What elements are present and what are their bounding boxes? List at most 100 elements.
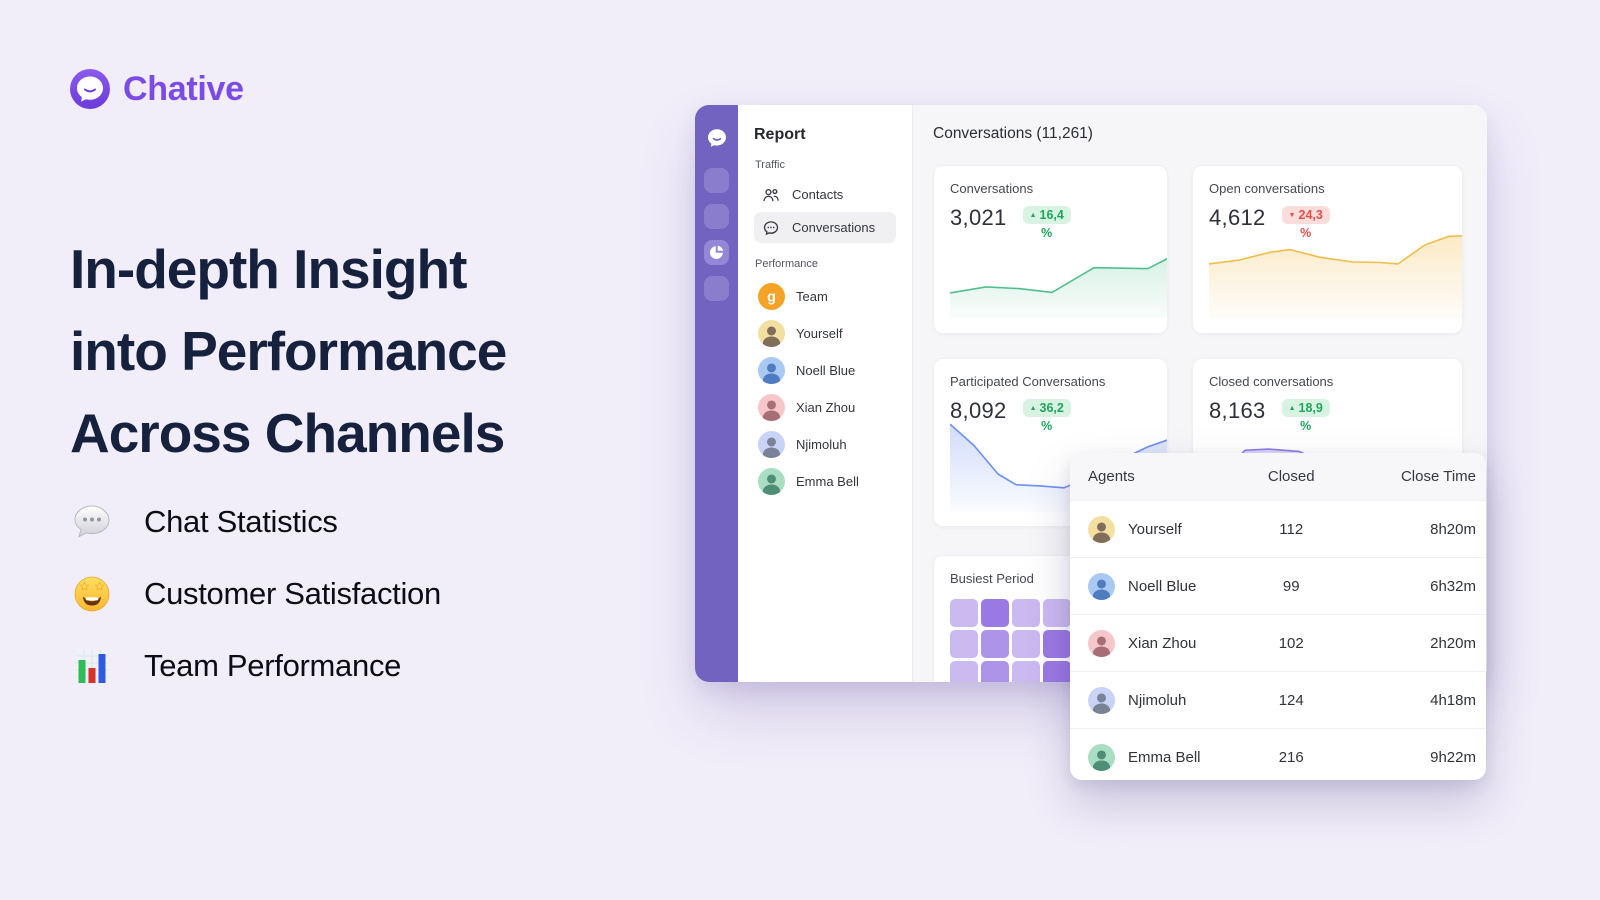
close-time: 4h18m <box>1430 691 1476 709</box>
heatmap-cell <box>1012 661 1040 682</box>
page-title: In-depth Insight into Performance Across… <box>70 228 507 474</box>
feature-customer-satisfaction: Customer Satisfaction <box>72 558 441 630</box>
heatmap-cell <box>1012 630 1040 658</box>
report-sidebar: Report Traffic Contacts Conversations P <box>738 105 913 682</box>
sidebar-item-label: Xian Zhou <box>796 400 856 415</box>
chative-bubble-icon[interactable] <box>706 127 728 154</box>
trend-arrow-icon: ▼ <box>1288 211 1296 219</box>
stat-value: 3,021 <box>950 205 1007 230</box>
sidebar-item-yourself[interactable]: Yourself <box>754 315 896 352</box>
delta-badge: ▲ 36,2 % <box>1022 399 1071 433</box>
heatmap-cell <box>981 630 1009 658</box>
feature-chat-statistics: Chat Statistics <box>72 486 441 558</box>
heatmap-cell <box>950 599 978 627</box>
delta-badge: ▼ 24,3 % <box>1281 206 1330 240</box>
area-sparkline <box>950 257 1167 319</box>
conversations-icon <box>763 220 779 235</box>
closed-count: 216 <box>1278 748 1304 766</box>
contacts-icon <box>763 188 779 201</box>
report-title: Conversations (11,261) <box>933 125 1093 142</box>
closed-count: 102 <box>1278 634 1304 652</box>
avatar <box>758 468 785 495</box>
sidebar-people: g Team Yourself Noell Blue Xian Zhou Nji… <box>754 278 896 500</box>
avatar <box>1088 743 1115 771</box>
sidebar-item-label: Contacts <box>792 187 844 202</box>
section-label-performance: Performance <box>755 258 818 270</box>
sidebar-item-team[interactable]: g Team <box>754 278 896 315</box>
heatmap-cell <box>981 661 1009 682</box>
closed-count: 99 <box>1282 577 1300 595</box>
feature-team-performance: Team Performance <box>72 630 441 702</box>
table-row: Njimoluh 124 4h18m <box>1070 671 1486 728</box>
star-struck-icon <box>72 574 112 614</box>
column-header-closed: Closed <box>1267 468 1315 485</box>
svg-text:g: g <box>767 290 776 306</box>
agent-cell: Emma Bell <box>1088 743 1230 771</box>
busiest-period-title: Busiest Period <box>950 571 1034 586</box>
table-body: Yourself 112 8h20m Noell Blue 99 6h32m X… <box>1070 500 1486 780</box>
sidebar-item-conversations[interactable]: Conversations <box>754 212 896 243</box>
nav-placeholder-2[interactable] <box>704 204 729 229</box>
speech-balloon-icon <box>72 502 112 542</box>
close-time: 8h20m <box>1430 520 1476 538</box>
stat-value: 8,163 <box>1209 398 1266 423</box>
agents-table: Agents Closed Close Time Yourself 112 8h… <box>1070 453 1486 780</box>
agent-cell: Njimoluh <box>1088 686 1230 714</box>
brand: Chative <box>70 69 244 109</box>
sidebar-item-label: Noell Blue <box>796 363 856 378</box>
agent-name: Njimoluh <box>1128 691 1187 709</box>
table-row: Yourself 112 8h20m <box>1070 500 1486 557</box>
reports-nav[interactable] <box>704 240 729 265</box>
agent-name: Yourself <box>1128 520 1182 538</box>
nav-placeholder-3[interactable] <box>704 276 729 301</box>
avatar: g <box>758 283 785 310</box>
avatar <box>1088 515 1115 543</box>
avatar <box>758 357 785 384</box>
agent-name: Xian Zhou <box>1128 634 1197 652</box>
section-label-traffic: Traffic <box>755 159 785 171</box>
agent-cell: Xian Zhou <box>1088 629 1230 657</box>
agent-name: Emma Bell <box>1128 748 1201 766</box>
column-header-agents: Agents <box>1088 468 1135 485</box>
stat-card-title: Closed conversations <box>1209 374 1334 389</box>
heatmap-cell <box>981 599 1009 627</box>
feature-label: Customer Satisfaction <box>144 576 441 611</box>
heatmap-cell <box>950 630 978 658</box>
nav-placeholder-1[interactable] <box>704 168 729 193</box>
closed-count: 124 <box>1278 691 1304 709</box>
feature-label: Chat Statistics <box>144 504 338 539</box>
agent-name: Noell Blue <box>1128 577 1197 595</box>
brand-name: Chative <box>123 69 244 108</box>
table-row: Noell Blue 99 6h32m <box>1070 557 1486 614</box>
headline-line: into Performance <box>70 320 507 382</box>
delta-badge: ▲ 16,4 % <box>1022 206 1071 240</box>
avatar <box>1088 686 1115 714</box>
sidebar-item-contacts[interactable]: Contacts <box>754 179 896 210</box>
sidebar-item-emma-bell[interactable]: Emma Bell <box>754 463 896 500</box>
heatmap-cell <box>1043 661 1071 682</box>
chative-logo-icon <box>70 69 110 109</box>
delta-badge: ▲ 18,9 % <box>1281 399 1330 433</box>
avatar <box>758 320 785 347</box>
sidebar-item-xian-zhou[interactable]: Xian Zhou <box>754 389 896 426</box>
sidebar-item-label: Yourself <box>796 326 843 341</box>
avatar <box>758 431 785 458</box>
close-time: 9h22m <box>1430 748 1476 766</box>
sidebar-title: Report <box>754 126 806 143</box>
stat-card-title: Participated Conversations <box>950 374 1106 389</box>
stat-card-conversations: Conversations 3,021 ▲ 16,4 % <box>933 165 1168 334</box>
sidebar-item-label: Team <box>796 289 828 304</box>
headline-line: In-depth Insight <box>70 238 467 300</box>
sidebar-item-njimoluh[interactable]: Njimoluh <box>754 426 896 463</box>
pie-chart-icon <box>709 245 724 259</box>
stat-card-title: Open conversations <box>1209 181 1325 196</box>
table-row: Xian Zhou 102 2h20m <box>1070 614 1486 671</box>
headline-line: Across Channels <box>70 402 505 464</box>
heatmap-cell <box>950 661 978 682</box>
sidebar-item-label: Emma Bell <box>796 474 859 489</box>
closed-count: 112 <box>1279 520 1304 538</box>
sidebar-item-label: Njimoluh <box>796 437 847 452</box>
sidebar-item-noell-blue[interactable]: Noell Blue <box>754 352 896 389</box>
feature-list: Chat Statistics Customer Satisfaction <box>72 486 441 702</box>
